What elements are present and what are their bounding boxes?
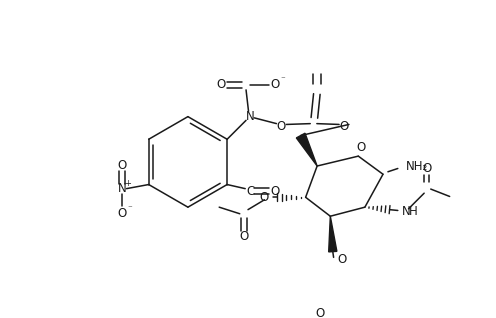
Polygon shape — [296, 133, 317, 166]
Text: NH₂: NH₂ — [406, 160, 428, 172]
Text: ⁻: ⁻ — [127, 205, 132, 214]
Text: C: C — [246, 185, 254, 197]
Text: O: O — [422, 162, 431, 175]
Text: +: + — [124, 179, 131, 188]
Text: O: O — [239, 230, 248, 243]
Text: ⁻: ⁻ — [280, 75, 285, 85]
Text: O: O — [118, 159, 127, 172]
Text: N: N — [118, 182, 127, 195]
Text: O: O — [277, 120, 286, 133]
Text: H: H — [409, 205, 418, 218]
Text: O: O — [270, 185, 279, 197]
Text: O: O — [118, 207, 127, 220]
Polygon shape — [329, 216, 337, 252]
Text: O: O — [259, 191, 268, 204]
Text: O: O — [316, 307, 325, 318]
Text: O: O — [339, 120, 349, 133]
Text: N: N — [402, 205, 411, 218]
Text: O: O — [337, 253, 346, 266]
Text: O: O — [356, 142, 366, 155]
Text: O: O — [270, 79, 279, 92]
Text: N: N — [246, 110, 254, 123]
Text: O: O — [217, 79, 226, 92]
